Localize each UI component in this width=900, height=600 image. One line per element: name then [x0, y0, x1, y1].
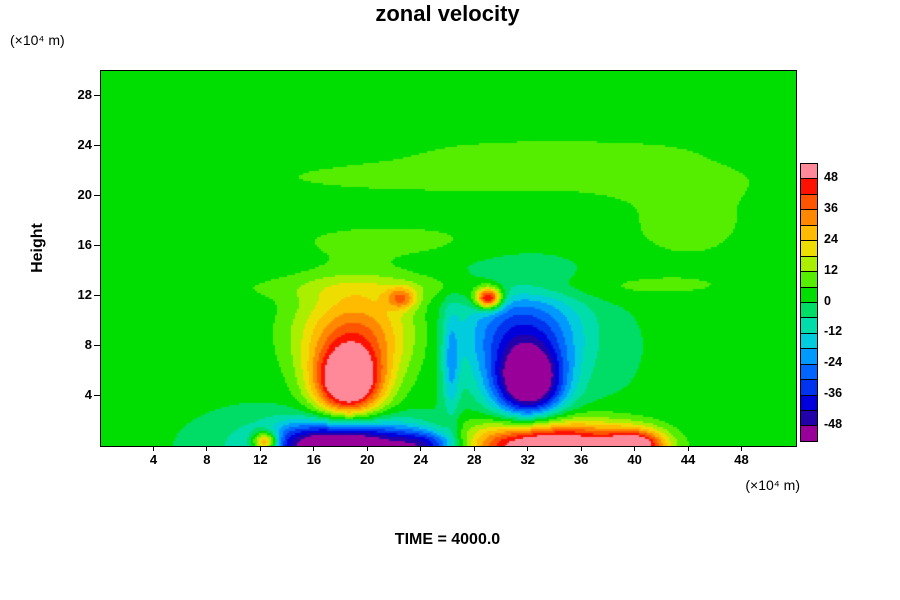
- x-tick-label: 40: [627, 452, 642, 467]
- x-tick-label: 8: [203, 452, 211, 467]
- y-tick-label: 8: [84, 337, 92, 352]
- y-tick-mark: [94, 194, 100, 196]
- x-tick-mark: [206, 446, 208, 451]
- colorbar-segment: [801, 224, 817, 241]
- x-tick-mark: [366, 446, 368, 451]
- x-tick-mark: [580, 446, 582, 451]
- y-tick-mark: [94, 94, 100, 96]
- x-tick-label: 4: [149, 452, 158, 467]
- y-tick-label: 12: [77, 287, 92, 302]
- x-tick-label: 44: [680, 452, 696, 467]
- colorbar-segment: [801, 425, 817, 441]
- y-axis-unit-label: (×10⁴ m): [10, 32, 65, 48]
- colorbar-segment: [801, 164, 817, 179]
- x-tick-label: 36: [573, 452, 589, 467]
- y-tick-mark: [94, 144, 100, 146]
- colorbar-segment: [801, 209, 817, 225]
- x-tick-mark: [420, 446, 422, 451]
- plot-title: zonal velocity: [375, 1, 520, 26]
- colorbar-label: 12: [824, 262, 838, 277]
- y-tick-mark: [94, 344, 100, 346]
- colorbar: [800, 163, 818, 442]
- y-tick-label: 20: [77, 187, 92, 202]
- x-tick-mark: [687, 446, 689, 451]
- colorbar-segment: [801, 317, 817, 333]
- colorbar-segment: [801, 379, 817, 395]
- x-tick-mark: [527, 446, 529, 451]
- colorbar-segment: [801, 394, 817, 410]
- x-tick-mark: [741, 446, 743, 451]
- x-tick-label: 12: [253, 452, 268, 467]
- x-tick-label: 48: [734, 452, 749, 467]
- y-tick-mark: [94, 294, 100, 296]
- y-tick-label: 16: [77, 237, 92, 252]
- colorbar-label: -48: [824, 416, 843, 431]
- colorbar-label: 0: [824, 293, 831, 308]
- y-tick-label: 4: [84, 387, 92, 402]
- x-tick-label: 16: [306, 452, 322, 467]
- plot-frame: [100, 70, 797, 447]
- colorbar-label: -36: [824, 385, 843, 400]
- colorbar-label: 24: [824, 231, 838, 246]
- x-tick-mark: [313, 446, 315, 451]
- colorbar-label: -12: [824, 324, 843, 339]
- y-axis-label: Height: [29, 223, 46, 273]
- colorbar-segment: [801, 332, 817, 349]
- colorbar-segment: [801, 410, 817, 426]
- x-tick-mark: [259, 446, 261, 451]
- x-axis-unit-label: (×10⁴ m): [745, 477, 800, 493]
- x-tick-label: 32: [520, 452, 535, 467]
- x-tick-label: 28: [466, 452, 482, 467]
- colorbar-segment: [801, 348, 817, 364]
- colorbar-label: 36: [824, 201, 838, 216]
- colorbar-segment: [801, 255, 817, 272]
- colorbar-segment: [801, 301, 817, 318]
- x-tick-label: 24: [413, 452, 428, 467]
- colorbar-segment: [801, 178, 817, 194]
- colorbar-segment: [801, 240, 817, 256]
- colorbar-label: -24: [824, 355, 843, 370]
- x-tick-label: 20: [360, 452, 375, 467]
- x-tick-mark: [473, 446, 475, 451]
- contour-canvas: [101, 71, 796, 446]
- y-tick-mark: [94, 394, 100, 396]
- colorbar-segment: [801, 193, 817, 210]
- colorbar-segment: [801, 286, 817, 302]
- x-tick-mark: [152, 446, 154, 451]
- y-tick-label: 28: [77, 87, 92, 102]
- time-label: TIME = 4000.0: [394, 531, 501, 548]
- colorbar-label: 48: [824, 170, 838, 185]
- y-tick-label: 24: [77, 137, 92, 152]
- y-tick-mark: [94, 244, 100, 246]
- colorbar-segment: [801, 363, 817, 380]
- colorbar-segment: [801, 271, 817, 287]
- x-tick-mark: [634, 446, 636, 451]
